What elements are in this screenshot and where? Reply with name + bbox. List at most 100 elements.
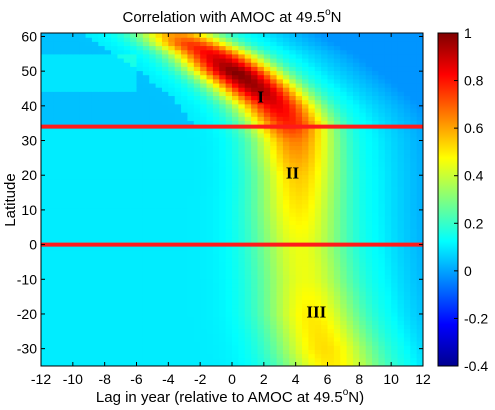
heatmap-cell	[321, 353, 329, 359]
heatmap-cell	[359, 261, 367, 267]
heatmap-cell	[295, 320, 303, 325]
heatmap-cell	[346, 361, 354, 366]
heatmap-cell	[295, 299, 303, 305]
heatmap-cell	[352, 187, 360, 192]
heatmap-cell	[142, 261, 150, 267]
heatmap-cell	[212, 203, 220, 209]
heatmap-cell	[391, 153, 399, 159]
heatmap-cell	[238, 249, 246, 255]
heatmap-cell	[168, 224, 176, 230]
heatmap-cell	[66, 299, 74, 305]
heatmap-cell	[149, 336, 157, 342]
heatmap-cell	[410, 353, 418, 359]
heatmap-cell	[161, 70, 169, 76]
heatmap-cell	[142, 307, 150, 313]
heatmap-cell	[149, 249, 157, 255]
heatmap-cell	[66, 153, 74, 159]
heatmap-cell	[282, 211, 290, 217]
heatmap-cell	[79, 107, 87, 113]
heatmap-cell	[295, 149, 303, 155]
heatmap-cell	[276, 282, 284, 288]
heatmap-cell	[365, 274, 373, 280]
heatmap-cell	[193, 266, 201, 271]
heatmap-cell	[359, 99, 367, 105]
heatmap-cell	[98, 278, 106, 284]
heatmap-cell	[257, 120, 265, 126]
heatmap-cell	[276, 53, 284, 59]
heatmap-cell	[111, 57, 118, 63]
heatmap-cell	[416, 216, 423, 221]
heatmap-cell	[282, 70, 290, 76]
heatmap-cell	[289, 95, 297, 101]
heatmap-cell	[225, 116, 233, 122]
heatmap-cell	[187, 199, 195, 205]
heatmap-cell	[187, 95, 195, 101]
heatmap-cell	[403, 95, 411, 101]
heatmap-cell	[314, 249, 322, 255]
heatmap-cell	[397, 153, 405, 159]
heatmap-cell	[79, 249, 87, 255]
heatmap-cell	[384, 41, 392, 47]
heatmap-cell	[98, 361, 106, 366]
heatmap-cell	[155, 303, 163, 309]
heatmap-cell	[181, 224, 189, 230]
heatmap-cell	[79, 66, 87, 72]
heatmap-cell	[79, 57, 87, 63]
heatmap-cell	[232, 178, 239, 184]
heatmap-cell	[206, 332, 214, 338]
heatmap-cell	[212, 187, 220, 192]
heatmap-cell	[410, 245, 418, 251]
heatmap-cell	[346, 307, 354, 313]
heatmap-cell	[346, 99, 354, 105]
heatmap-cell	[263, 307, 271, 313]
heatmap-cell	[225, 282, 233, 288]
heatmap-cell	[244, 145, 252, 151]
heatmap-cell	[244, 220, 252, 226]
heatmap-cell	[295, 307, 303, 313]
heatmap-cell	[352, 116, 360, 122]
heatmap-cell	[117, 332, 125, 338]
heatmap-cell	[187, 182, 195, 188]
heatmap-cell	[397, 174, 405, 180]
heatmap-cell	[136, 328, 144, 334]
heatmap-cell	[123, 236, 131, 242]
heatmap-cell	[359, 278, 367, 284]
heatmap-cell	[219, 33, 227, 38]
heatmap-cell	[302, 236, 309, 242]
heatmap-cell	[295, 103, 303, 109]
heatmap-cell	[168, 332, 176, 338]
heatmap-cell	[149, 228, 157, 234]
heatmap-cell	[397, 316, 405, 321]
heatmap-cell	[352, 66, 360, 72]
heatmap-cell	[53, 153, 61, 159]
heatmap-cell	[295, 316, 303, 321]
heatmap-cell	[168, 236, 176, 242]
heatmap-cell	[142, 33, 150, 38]
heatmap-cell	[378, 187, 386, 192]
heatmap-cell	[91, 145, 99, 151]
heatmap-cell	[276, 220, 284, 226]
heatmap-cell	[321, 303, 329, 309]
heatmap-cell	[219, 361, 227, 366]
heatmap-cell	[321, 278, 329, 284]
heatmap-cell	[72, 153, 80, 159]
heatmap-cell	[378, 149, 386, 155]
heatmap-cell	[238, 74, 246, 80]
heatmap-cell	[111, 141, 118, 146]
heatmap-cell	[60, 112, 68, 117]
heatmap-cell	[168, 324, 176, 330]
heatmap-cell	[244, 307, 252, 313]
heatmap-cell	[98, 257, 106, 263]
heatmap-cell	[276, 270, 284, 276]
heatmap-cell	[397, 332, 405, 338]
heatmap-cell	[200, 41, 208, 47]
heatmap-cell	[72, 132, 80, 138]
heatmap-cell	[168, 62, 176, 67]
heatmap-cell	[161, 87, 169, 92]
heatmap-cell	[282, 216, 290, 221]
heatmap-cell	[117, 245, 125, 251]
heatmap-cell	[251, 116, 259, 122]
heatmap-cell	[200, 328, 208, 334]
heatmap-cell	[149, 33, 157, 38]
heatmap-cell	[111, 253, 118, 259]
